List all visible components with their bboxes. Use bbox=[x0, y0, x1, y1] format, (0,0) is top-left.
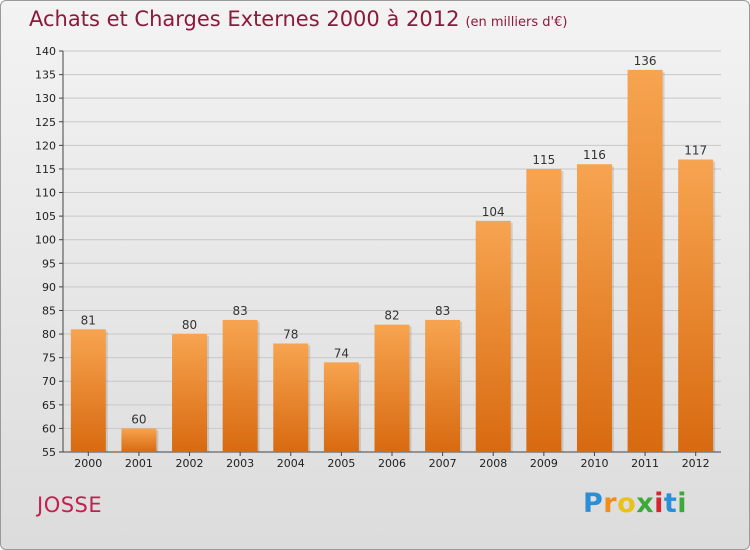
bar bbox=[121, 428, 157, 452]
y-tick-label: 110 bbox=[35, 187, 56, 200]
bar-value-label: 82 bbox=[384, 309, 399, 323]
y-tick-label: 130 bbox=[35, 92, 56, 105]
x-tick-label: 2001 bbox=[125, 457, 153, 470]
chart-title: Achats et Charges Externes 2000 à 2012 (e… bbox=[29, 7, 567, 31]
bars bbox=[70, 69, 716, 453]
y-tick-label: 120 bbox=[35, 139, 56, 152]
y-tick-label: 70 bbox=[42, 375, 56, 388]
y-tick-label: 105 bbox=[35, 210, 56, 223]
logo-letter: t bbox=[663, 488, 678, 519]
chart-title-text: Achats et Charges Externes 2000 à 2012 bbox=[29, 7, 460, 31]
bar-value-label: 104 bbox=[482, 205, 505, 219]
bar-value-label: 80 bbox=[182, 318, 197, 332]
logo-letter: r bbox=[603, 488, 618, 519]
y-tick-label: 100 bbox=[35, 234, 56, 247]
bar bbox=[475, 220, 511, 452]
bar bbox=[425, 319, 461, 452]
bar-value-label: 136 bbox=[634, 54, 657, 68]
y-tick-label: 60 bbox=[42, 422, 56, 435]
proxiti-logo: Proxiti bbox=[583, 488, 687, 519]
bar-value-label: 116 bbox=[583, 148, 606, 162]
logo-letter: i bbox=[677, 488, 688, 519]
bar-value-label: 117 bbox=[684, 144, 707, 158]
logo-letter: P bbox=[583, 488, 604, 519]
bar bbox=[222, 319, 258, 452]
logo-letter: x bbox=[636, 488, 655, 519]
y-tick-label: 75 bbox=[42, 352, 56, 365]
y-tick-label: 140 bbox=[35, 45, 56, 58]
bar bbox=[70, 329, 106, 452]
x-tick-label: 2009 bbox=[530, 457, 558, 470]
x-tick-label: 2007 bbox=[429, 457, 457, 470]
bar bbox=[526, 168, 562, 453]
bar bbox=[323, 362, 359, 452]
y-tick-label: 90 bbox=[42, 281, 56, 294]
logo-letter: o bbox=[617, 488, 637, 519]
x-tick-label: 2003 bbox=[226, 457, 254, 470]
x-tick-label: 2010 bbox=[580, 457, 608, 470]
labels: 55 60 65 70 75 80 85 90 95 100 105 110 115 120 125 130 1… bbox=[35, 45, 710, 470]
x-tick-label: 2008 bbox=[479, 457, 507, 470]
bar-value-label: 60 bbox=[131, 412, 146, 426]
bar-value-label: 81 bbox=[81, 313, 96, 327]
bar-value-label: 83 bbox=[233, 304, 248, 318]
bar bbox=[172, 334, 208, 452]
y-tick-label: 85 bbox=[42, 304, 56, 317]
bar bbox=[627, 69, 663, 452]
y-tick-label: 135 bbox=[35, 69, 56, 82]
y-tick-label: 65 bbox=[42, 399, 56, 412]
bar bbox=[273, 343, 309, 452]
x-tick-label: 2012 bbox=[682, 457, 710, 470]
y-tick-label: 95 bbox=[42, 257, 56, 270]
x-tick-label: 2000 bbox=[74, 457, 102, 470]
bar-value-label: 115 bbox=[532, 153, 555, 167]
bar-value-label: 83 bbox=[435, 304, 450, 318]
bar-value-label: 74 bbox=[334, 346, 349, 360]
commune-name: JOSSE bbox=[37, 493, 103, 517]
chart-subtitle: (en milliers d'€) bbox=[465, 15, 568, 30]
y-tick-label: 115 bbox=[35, 163, 56, 176]
bar bbox=[678, 159, 714, 452]
x-tick-label: 2004 bbox=[277, 457, 305, 470]
bar bbox=[374, 324, 410, 452]
x-tick-label: 2002 bbox=[176, 457, 204, 470]
y-tick-label: 55 bbox=[42, 446, 56, 459]
x-tick-label: 2011 bbox=[631, 457, 659, 470]
x-tick-label: 2006 bbox=[378, 457, 406, 470]
bar-value-label: 78 bbox=[283, 327, 298, 341]
bar bbox=[576, 164, 612, 453]
x-tick-label: 2005 bbox=[327, 457, 355, 470]
logo-letter: i bbox=[654, 488, 664, 519]
y-tick-label: 125 bbox=[35, 116, 56, 129]
y-tick-label: 80 bbox=[42, 328, 56, 341]
